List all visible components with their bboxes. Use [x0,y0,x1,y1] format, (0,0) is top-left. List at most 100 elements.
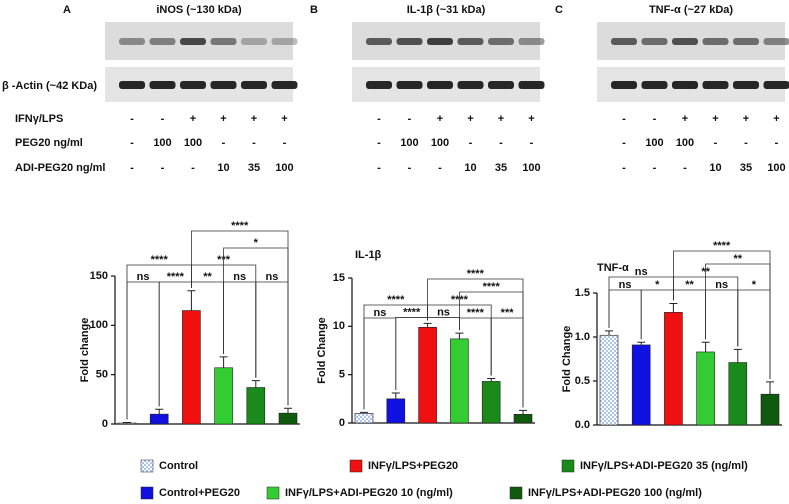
bar [354,413,374,424]
legend-swatch [140,459,154,473]
lane-symbol: - [622,113,626,125]
lane-symbol: 100 [153,137,171,149]
band [611,81,637,89]
lane-symbol: + [437,113,443,125]
band [241,38,267,45]
lane-symbol: + [743,113,749,125]
lane-symbol: - [161,113,165,125]
lane-symbol: + [712,113,718,125]
lane-symbol: + [528,113,534,125]
significance-label: **** [167,271,185,283]
lane-symbol: - [499,137,503,149]
chart-title: IL-1β [355,249,382,261]
significance-label: **** [403,306,421,318]
lane-symbol: 100 [400,137,418,149]
band [457,81,484,89]
bar [599,334,619,426]
y-tick-label: 1.5 [575,287,590,299]
blot-title: iNOS (~130 kDa) [156,4,242,16]
band [210,38,237,45]
lane-symbol: - [130,162,134,174]
blot-title: IL-1β (~31 kDa) [407,4,486,16]
significance-bracket [427,278,524,408]
bar [149,413,169,425]
band [702,81,729,89]
panel-letter: A [63,4,71,16]
bar [386,398,406,424]
lane-symbol: - [377,137,381,149]
bar [214,367,233,425]
legend-swatch [140,486,154,500]
legend-label: INFγ/LPS+ADI-PEG20 10 (ng/ml) [285,487,453,499]
lane-symbol: - [130,113,134,125]
significance-label: **** [387,294,405,306]
error-bar [360,411,368,414]
lane-symbol: 10 [709,162,721,174]
legend-swatch [266,486,280,500]
error-bar [733,348,742,363]
lane-symbol: - [161,162,165,174]
band [488,81,514,89]
significance-label: **** [151,254,169,266]
significance-label: ns [635,266,648,278]
significance-label: **** [483,281,501,293]
significance-label: * [752,279,757,291]
band [149,81,176,89]
y-tick-label: 0.5 [575,375,590,387]
y-tick-label: 10 [333,320,345,332]
band [119,81,145,89]
error-bar [423,322,432,328]
bar [246,387,266,425]
error-bar [701,341,710,352]
bar [631,344,651,426]
lane-symbol: 10 [464,162,476,174]
lane-symbol: + [682,113,688,125]
lane-symbol: 10 [217,162,229,174]
significance-label: ns [137,271,150,283]
y-tick-label: 1.0 [575,331,590,343]
band [271,38,298,45]
blot-title: TNF-α (~27 kDa) [649,4,733,16]
lane-symbol: 100 [184,137,202,149]
lane-symbol: - [191,162,195,174]
lane-symbol: 35 [495,162,507,174]
y-axis-label: Fold Change [316,317,328,384]
bar [182,310,201,425]
legend-swatch [561,459,575,473]
panel-letter: B [310,4,318,16]
error-bar [487,378,496,382]
bar [418,326,437,424]
legend-swatch [509,486,523,500]
significance-label: ns [715,279,728,291]
significance-label: ** [734,253,743,265]
bar [696,351,715,426]
y-axis-label: Fold Change [561,326,573,393]
y-tick-label: 100 [90,319,108,331]
lane-symbol: - [438,162,442,174]
band [271,81,298,89]
y-tick-label: 150 [90,270,108,282]
lane-symbol: + [467,113,473,125]
significance-label: ** [685,279,694,291]
lane-symbol: + [498,113,504,125]
significance-label: **** [713,240,731,252]
band [427,38,453,45]
lane-symbol: + [220,113,226,125]
error-bar [155,408,164,415]
significance-bracket [223,281,257,378]
lane-symbol: 100 [522,162,540,174]
legend-label: INFγ/LPS+PEG20 [368,460,458,472]
lane-symbol: - [622,137,626,149]
lane-symbol: - [714,137,718,149]
bar [481,381,501,424]
band [518,81,545,89]
significance-label: ** [203,271,212,283]
legend-label: INFγ/LPS+ADI-PEG20 100 (ng/ml) [528,487,702,499]
lane-symbol: - [653,162,657,174]
bar [664,312,683,426]
significance-bracket [705,289,739,347]
bar [117,422,137,425]
significance-bracket [126,281,160,420]
lane-symbol: - [377,162,381,174]
